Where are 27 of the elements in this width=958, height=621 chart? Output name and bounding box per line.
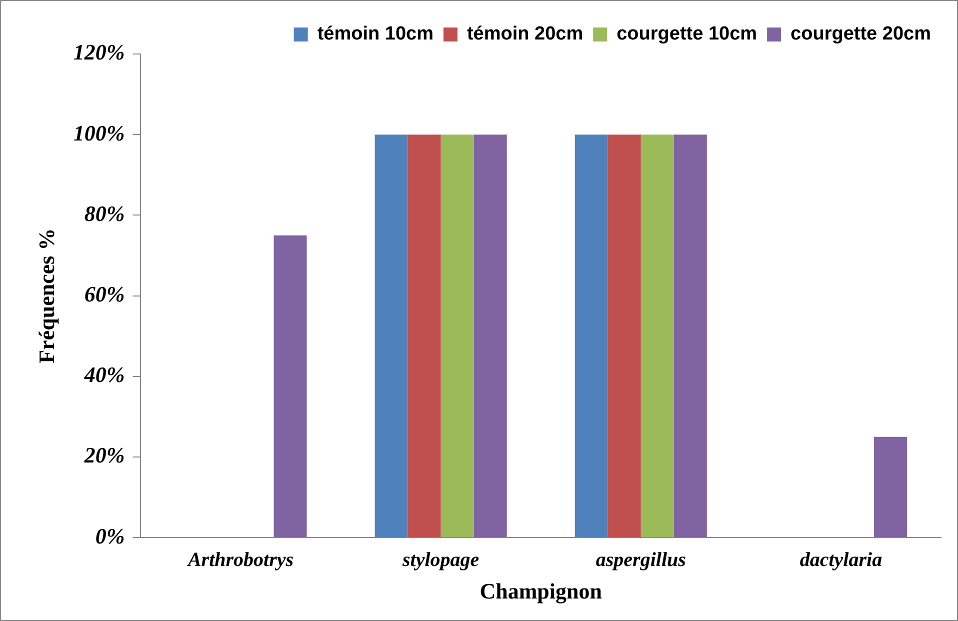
- bar: [640, 134, 674, 538]
- bar: [274, 235, 307, 538]
- y-axis-title: Fréquences %: [34, 228, 59, 364]
- legend-label: témoin 20cm: [466, 24, 584, 45]
- bar: [474, 134, 507, 538]
- y-tick-label: 20%: [83, 442, 125, 468]
- legend-label: courgette 20cm: [790, 24, 932, 45]
- y-tick-label: 60%: [84, 281, 125, 306]
- bar: [374, 134, 408, 538]
- x-tick-label: aspergillus: [596, 548, 686, 571]
- y-tick-label: 120%: [73, 40, 125, 65]
- bar: [608, 134, 641, 538]
- y-tick-label: 80%: [84, 200, 125, 226]
- bar: [874, 436, 907, 538]
- x-tick-label: stylopage: [402, 548, 480, 571]
- x-axis-title: Champignon: [480, 578, 602, 604]
- x-tick-label: dactylaria: [800, 548, 882, 571]
- bar: [574, 134, 608, 538]
- bar: [440, 134, 474, 538]
- legend-label: témoin 10cm: [317, 24, 434, 45]
- bar: [674, 134, 707, 538]
- y-tick-label: 0%: [95, 523, 125, 548]
- y-tick-label: 100%: [73, 120, 125, 146]
- legend-label: courgette 10cm: [616, 24, 758, 45]
- x-tick-label: Arthrobotrys: [186, 548, 294, 571]
- bar: [408, 134, 441, 538]
- y-tick-label: 40%: [83, 362, 125, 388]
